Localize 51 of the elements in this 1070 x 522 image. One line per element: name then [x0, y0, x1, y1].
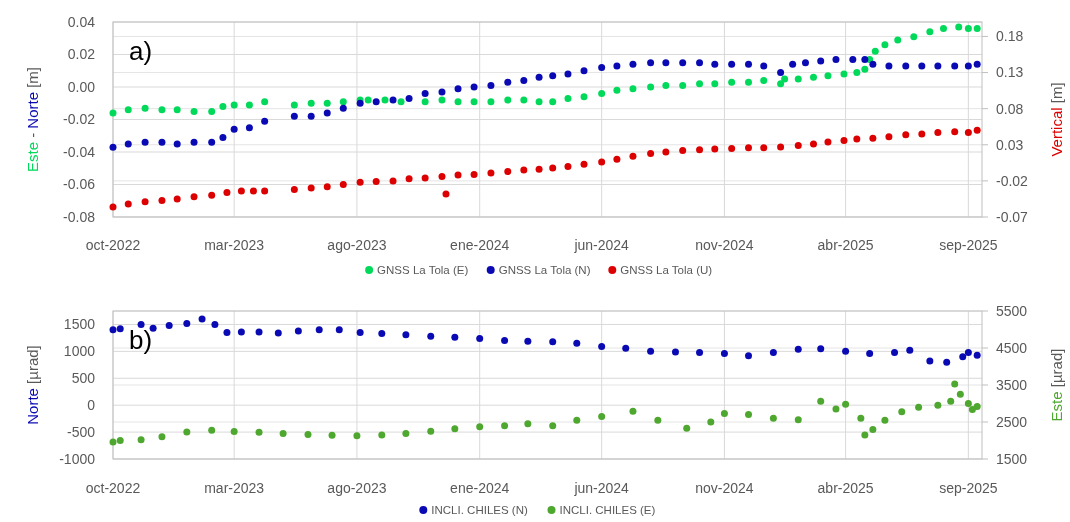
y-tick-label: -0.08 — [63, 208, 96, 225]
y2-tick-label: -0.02 — [996, 172, 1029, 189]
x-tick-label: ago-2023 — [327, 480, 387, 496]
y-tick-label: -0.04 — [63, 143, 96, 160]
x-tick-label: jun-2024 — [573, 237, 630, 253]
x-tick-label: abr-2025 — [817, 237, 874, 253]
annotation: a) — [129, 36, 153, 66]
y-axis-title: Este - Norte [m] — [24, 66, 41, 173]
y-tick-label: 0.04 — [67, 13, 96, 30]
y2-axis-title: Este [µrad] — [1048, 348, 1065, 422]
x-tick-label: abr-2025 — [817, 480, 874, 496]
y2-tick-label: 3500 — [996, 376, 1028, 393]
y2-tick-label: 0.13 — [996, 64, 1024, 81]
legend-label: GNSS La Tola (E) — [377, 264, 469, 276]
y2-tick-label: 5500 — [996, 302, 1028, 319]
x-tick-label: ago-2023 — [327, 237, 387, 253]
y-tick-label: -1000 — [59, 450, 96, 467]
x-tick-label: oct-2022 — [85, 237, 141, 253]
y2-tick-label: 1500 — [996, 450, 1028, 467]
legend-label: GNSS La Tola (U) — [620, 264, 713, 276]
y2-tick-label: 0.18 — [996, 28, 1024, 45]
y-tick-label: 500 — [71, 370, 96, 387]
x-tick-label: nov-2024 — [695, 237, 754, 253]
legend-label: GNSS La Tola (N) — [498, 264, 591, 276]
legend-label: INCLI. CHILES (E) — [559, 504, 656, 516]
x-tick-label: nov-2024 — [695, 480, 754, 496]
y2-tick-label: 2500 — [996, 413, 1028, 430]
y-tick-label: -0.02 — [63, 111, 96, 128]
y-tick-label: 0.00 — [67, 78, 96, 95]
y-tick-label: -500 — [66, 423, 96, 440]
y2-axis-title: Vertical [m] — [1048, 82, 1065, 157]
x-tick-label: sep-2025 — [939, 237, 998, 253]
y-axis-title: Norte [µrad] — [24, 345, 41, 425]
x-tick-label: ene-2024 — [450, 237, 510, 253]
x-tick-label: ene-2024 — [450, 480, 510, 496]
annotation: b) — [129, 325, 153, 355]
x-tick-label: mar-2023 — [204, 237, 265, 253]
y2-tick-label: 0.08 — [996, 100, 1024, 117]
y-tick-label: 1000 — [63, 343, 96, 360]
y-tick-label: 0.02 — [67, 46, 96, 63]
y-tick-label: 1500 — [63, 316, 96, 333]
y2-tick-label: 0.03 — [996, 136, 1024, 153]
legend-label: INCLI. CHILES (N) — [431, 504, 528, 516]
x-tick-label: jun-2024 — [573, 480, 630, 496]
x-tick-label: oct-2022 — [85, 480, 141, 496]
y2-tick-label: -0.07 — [996, 208, 1029, 225]
y2-tick-label: 4500 — [996, 339, 1028, 356]
x-tick-label: mar-2023 — [204, 480, 265, 496]
y-tick-label: 0 — [87, 397, 96, 414]
y-tick-label: -0.06 — [63, 176, 96, 193]
x-tick-label: sep-2025 — [939, 480, 998, 496]
